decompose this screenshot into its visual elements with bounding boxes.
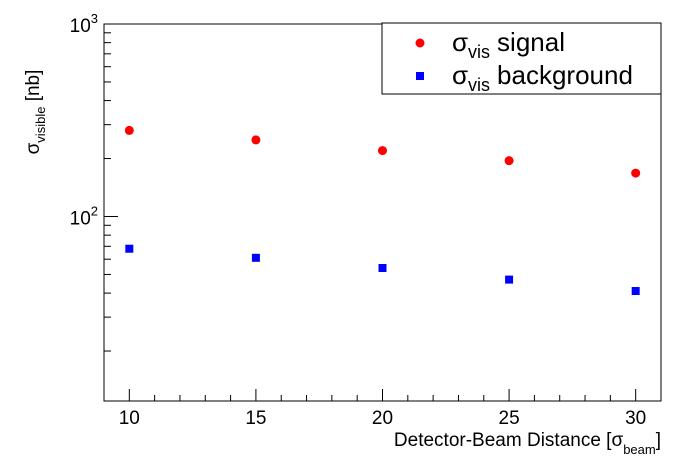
legend: σvis signal σvis background: [381, 22, 662, 95]
data-points: [124, 125, 641, 296]
point-background: [378, 263, 387, 272]
x-tick-label: 20: [372, 408, 393, 429]
point-background: [251, 253, 260, 262]
x-axis-ticks: 10 15 20 25 30: [103, 389, 662, 429]
legend-background-marker: [416, 72, 424, 80]
y-axis-label: σvisible [nb]: [23, 70, 48, 155]
point-signal: [631, 168, 641, 178]
point-signal: [124, 125, 134, 135]
point-background: [125, 244, 134, 253]
legend-signal-marker: [415, 38, 425, 48]
x-tick-label: 30: [625, 408, 646, 429]
point-signal: [504, 156, 514, 166]
y-tick-label: 102: [70, 203, 98, 229]
x-tick-label: 15: [245, 408, 266, 429]
x-axis-label: Detector-Beam Distance [σbeam]: [394, 430, 661, 457]
x-tick-label: 25: [499, 408, 520, 429]
point-signal: [378, 146, 387, 156]
legend-signal-label: σvis signal: [452, 27, 565, 62]
y-tick-label: 103: [70, 11, 98, 37]
y-axis-ticks: 102 103: [70, 11, 118, 352]
legend-box: [381, 22, 662, 95]
x-tick-label: 10: [119, 408, 140, 429]
legend-background-label: σvis background: [452, 60, 633, 95]
point-signal: [251, 135, 261, 145]
point-background: [505, 275, 514, 284]
point-background: [631, 287, 640, 296]
